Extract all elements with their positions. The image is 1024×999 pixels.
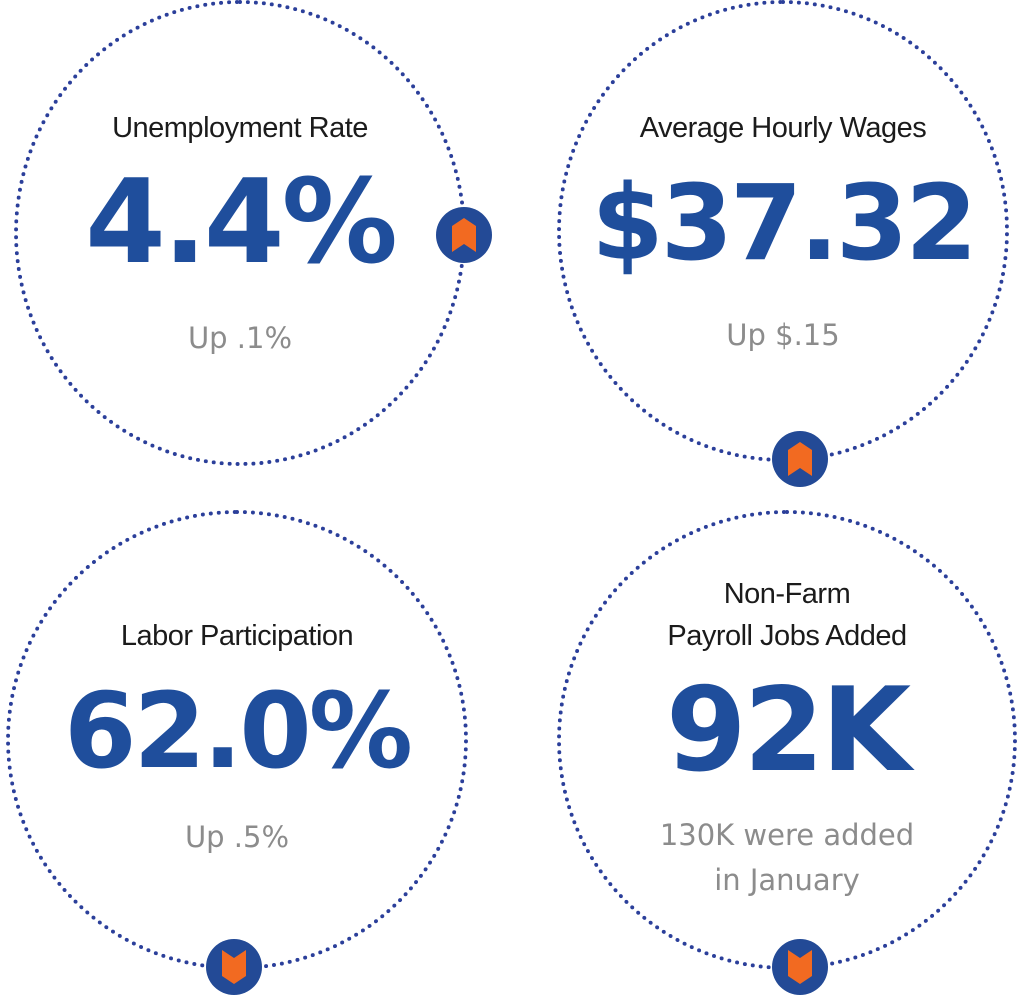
stat-wages: Average Hourly Wages $37.32 Up $.15 <box>557 0 1009 462</box>
arrow-down-icon <box>222 950 246 984</box>
trend-badge-down <box>206 939 262 995</box>
stat-unemployment: Unemployment Rate 4.4% Up .1% <box>14 0 466 466</box>
stat-title-line2: Payroll Jobs Added <box>667 620 907 652</box>
stat-title: Unemployment Rate <box>112 112 368 144</box>
stat-value: $37.32 <box>591 162 977 284</box>
arrow-up-icon <box>452 218 476 252</box>
stat-value: 92K <box>665 663 911 798</box>
stat-title-line1: Non-Farm <box>723 578 851 610</box>
stat-value: 62.0% <box>64 670 413 792</box>
arrow-up-icon <box>788 442 812 476</box>
stat-value: 4.4% <box>85 155 398 290</box>
stat-change: Up .5% <box>184 820 290 854</box>
stat-participation: Labor Participation 62.0% Up .5% <box>6 510 468 970</box>
stat-change: Up .1% <box>187 321 293 355</box>
stat-change: Up $.15 <box>726 318 840 352</box>
trend-badge-down <box>772 939 828 995</box>
arrow-down-icon <box>788 950 812 984</box>
trend-badge-up <box>436 207 492 263</box>
stat-payroll: Non-Farm Payroll Jobs Added 92K 130K wer… <box>557 510 1017 970</box>
stat-title: Average Hourly Wages <box>639 112 927 144</box>
stat-title: Labor Participation <box>120 620 354 652</box>
stat-change-line1: 130K were added <box>659 818 915 852</box>
trend-badge-up <box>772 431 828 487</box>
stat-change-line2: in January <box>714 863 860 897</box>
